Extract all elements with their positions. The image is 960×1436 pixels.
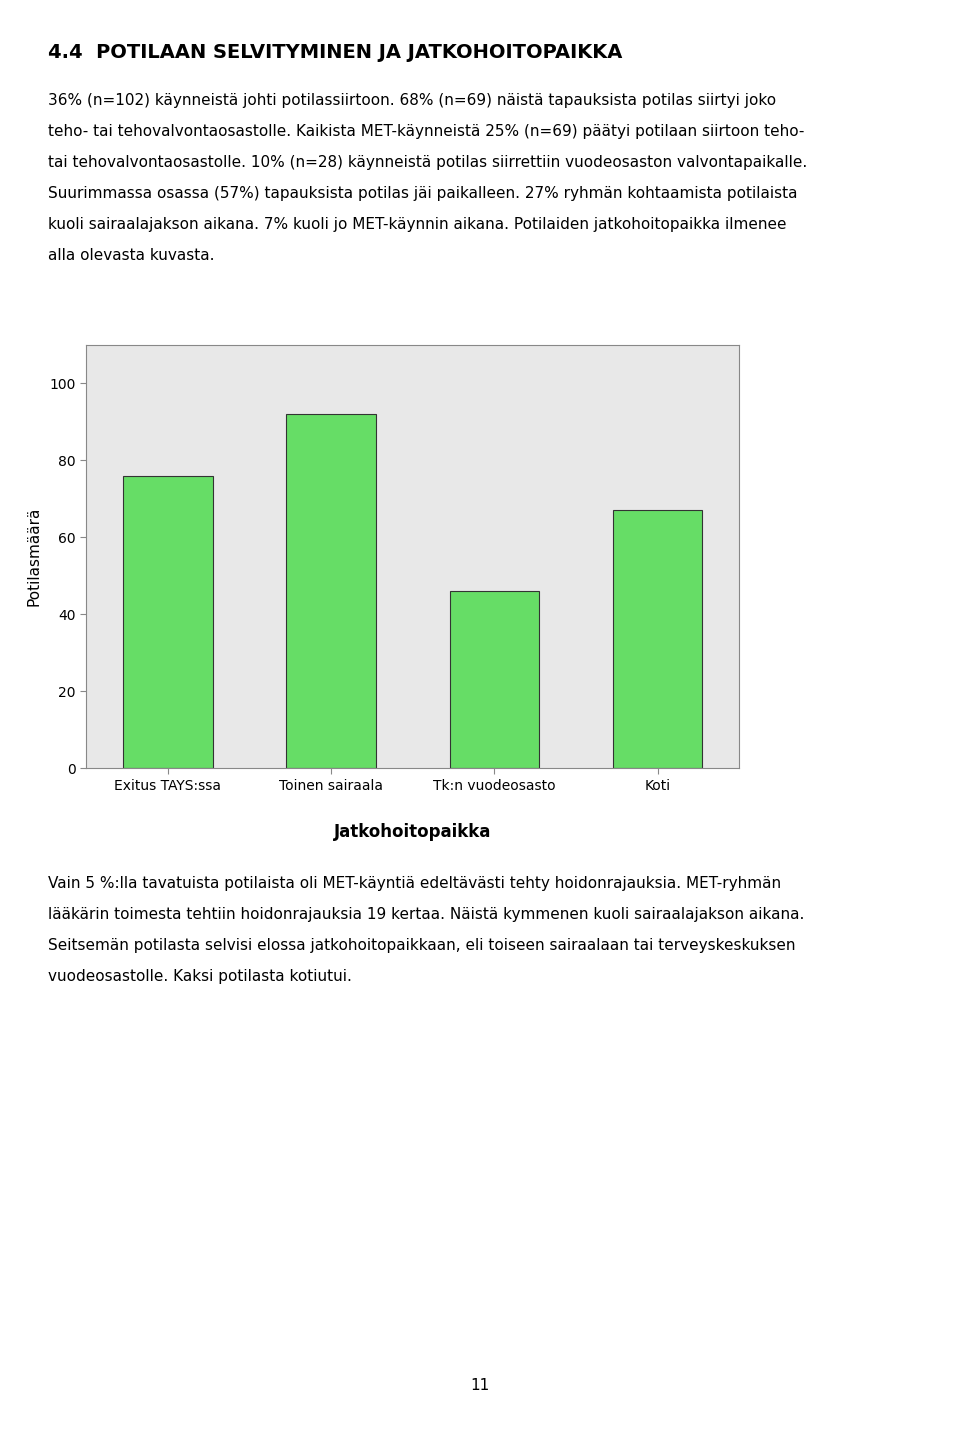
Text: Jatkohoitopaikka: Jatkohoitopaikka bbox=[334, 823, 492, 841]
Text: 4.4  POTILAAN SELVITYMINEN JA JATKOHOITOPAIKKA: 4.4 POTILAAN SELVITYMINEN JA JATKOHOITOP… bbox=[48, 43, 622, 62]
Text: Suurimmassa osassa (57%) tapauksista potilas jäi paikalleen. 27% ryhmän kohtaami: Suurimmassa osassa (57%) tapauksista pot… bbox=[48, 185, 798, 201]
Text: Seitsemän potilasta selvisi elossa jatkohoitopaikkaan, eli toiseen sairaalaan ta: Seitsemän potilasta selvisi elossa jatko… bbox=[48, 938, 796, 952]
Text: vuodeosastolle. Kaksi potilasta kotiutui.: vuodeosastolle. Kaksi potilasta kotiutui… bbox=[48, 968, 352, 984]
Text: Vain 5 %:lla tavatuista potilaista oli MET-käyntiä edeltävästi tehty hoidonrajau: Vain 5 %:lla tavatuista potilaista oli M… bbox=[48, 876, 781, 890]
Text: teho- tai tehovalvontaosastolle. Kaikista MET-käynneistä 25% (n=69) päätyi potil: teho- tai tehovalvontaosastolle. Kaikist… bbox=[48, 123, 804, 139]
Text: kuoli sairaalajakson aikana. 7% kuoli jo MET-käynnin aikana. Potilaiden jatkohoi: kuoli sairaalajakson aikana. 7% kuoli jo… bbox=[48, 217, 786, 231]
Bar bbox=[123, 475, 213, 768]
Bar bbox=[286, 414, 376, 768]
Text: tai tehovalvontaosastolle. 10% (n=28) käynneistä potilas siirrettiin vuodeosasto: tai tehovalvontaosastolle. 10% (n=28) kä… bbox=[48, 155, 807, 169]
Text: lääkärin toimesta tehtiin hoidonrajauksia 19 kertaa. Näistä kymmenen kuoli saira: lääkärin toimesta tehtiin hoidonrajauksi… bbox=[48, 908, 804, 922]
Bar bbox=[449, 592, 540, 768]
Text: alla olevasta kuvasta.: alla olevasta kuvasta. bbox=[48, 247, 214, 263]
Bar bbox=[612, 510, 703, 768]
Text: 36% (n=102) käynneistä johti potilassiirtoon. 68% (n=69) näistä tapauksista poti: 36% (n=102) käynneistä johti potilassiir… bbox=[48, 93, 776, 108]
Y-axis label: Potilasmäärä: Potilasmäärä bbox=[26, 507, 41, 606]
Text: 11: 11 bbox=[470, 1379, 490, 1393]
